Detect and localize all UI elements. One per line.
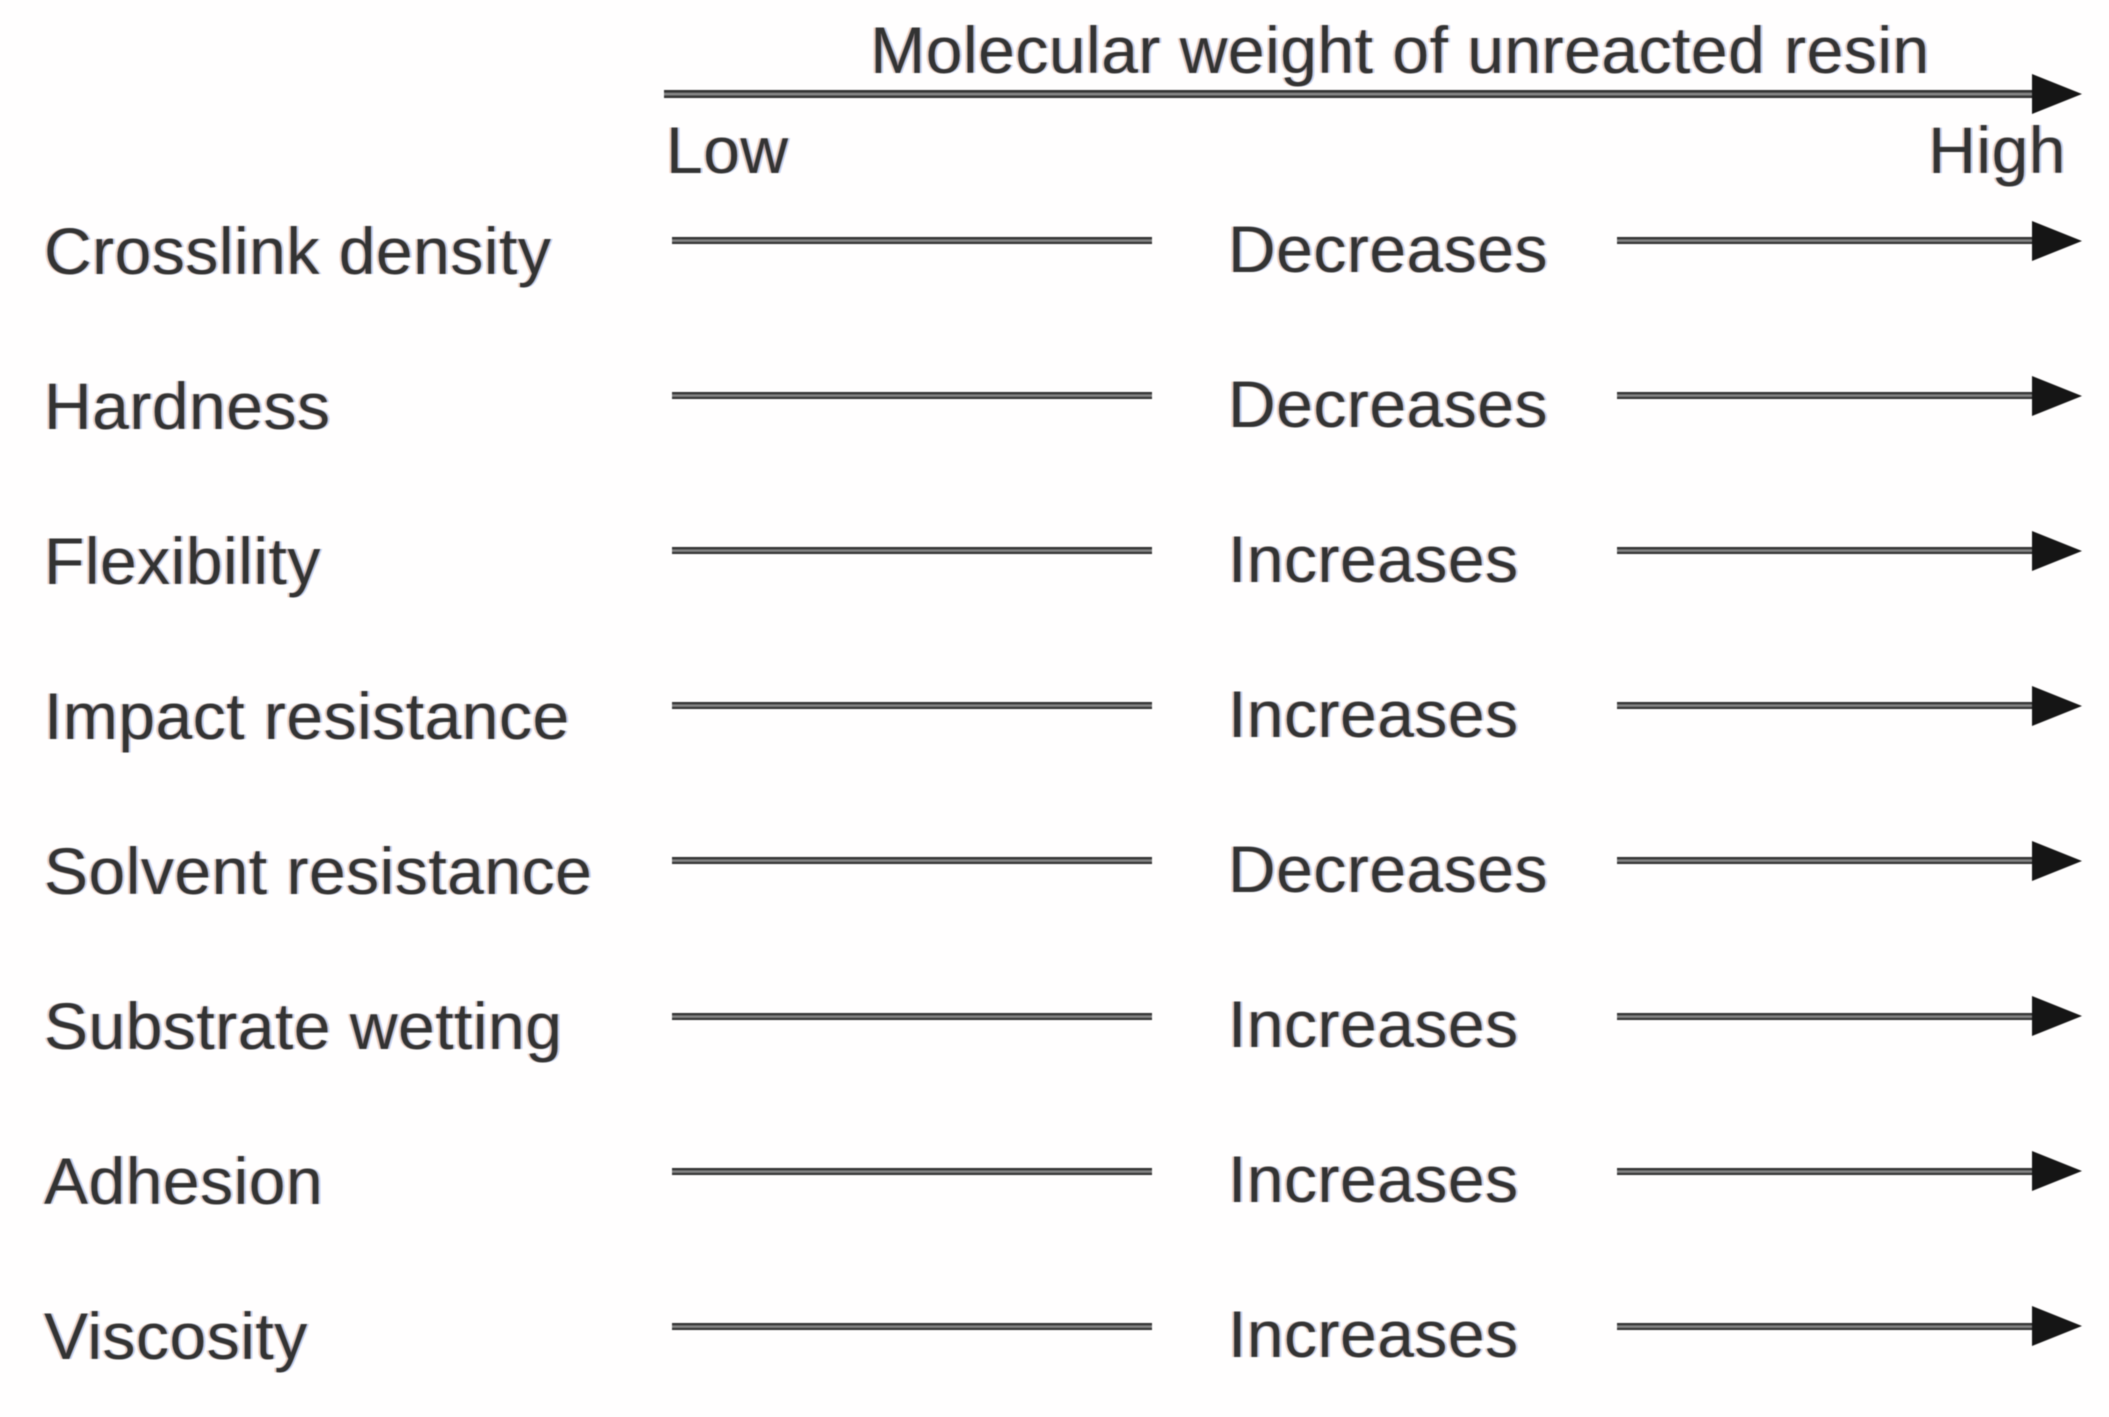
trend-direction-label: Decreases bbox=[1228, 831, 1548, 906]
trend-line-segment bbox=[672, 1012, 1152, 1020]
trend-arrow bbox=[1617, 628, 2082, 783]
property-label: Impact resistance bbox=[44, 678, 570, 753]
arrow-right-icon bbox=[2032, 375, 2082, 416]
trend-arrow bbox=[1617, 1094, 2082, 1249]
trend-arrow-line bbox=[1617, 857, 2032, 865]
row-impact-resistance: Impact resistance Increases bbox=[0, 628, 2109, 783]
property-label: Substrate wetting bbox=[44, 989, 563, 1064]
trend-arrow-line bbox=[1617, 1322, 2032, 1330]
trend-direction-label: Increases bbox=[1228, 676, 1519, 751]
trend-arrow-line bbox=[1617, 702, 2032, 710]
trend-line-segment bbox=[672, 702, 1152, 710]
trend-arrow-line bbox=[1617, 392, 2032, 400]
trend-line-segment bbox=[672, 392, 1152, 400]
property-rows: Crosslink density Decreases Hardness Dec… bbox=[0, 163, 2109, 1404]
trend-direction-label: Increases bbox=[1228, 1142, 1519, 1217]
trend-arrow-line bbox=[1617, 547, 2032, 555]
arrow-right-icon bbox=[2032, 74, 2082, 114]
property-label: Hardness bbox=[44, 368, 331, 443]
trend-direction-label: Increases bbox=[1228, 987, 1519, 1062]
row-hardness: Hardness Decreases bbox=[0, 318, 2109, 473]
trend-line-segment bbox=[672, 237, 1152, 245]
property-label: Flexibility bbox=[44, 523, 321, 598]
axis-line bbox=[664, 90, 2032, 98]
property-label: Adhesion bbox=[44, 1144, 324, 1219]
trend-arrow bbox=[1617, 938, 2082, 1093]
row-flexibility: Flexibility Increases bbox=[0, 473, 2109, 628]
trend-direction-label: Decreases bbox=[1228, 211, 1548, 286]
row-substrate-wetting: Substrate wetting Increases bbox=[0, 938, 2109, 1093]
trend-arrow bbox=[1617, 318, 2082, 473]
trend-arrow-line bbox=[1617, 237, 2032, 245]
property-label: Viscosity bbox=[44, 1299, 308, 1374]
trend-line-segment bbox=[672, 1322, 1152, 1330]
trend-line-segment bbox=[672, 1167, 1152, 1175]
row-viscosity: Viscosity Increases bbox=[0, 1249, 2109, 1404]
row-solvent-resistance: Solvent resistance Decreases bbox=[0, 783, 2109, 938]
trend-direction-label: Increases bbox=[1228, 1297, 1519, 1372]
axis-title: Molecular weight of unreacted resin bbox=[870, 13, 1930, 87]
axis-low-label: Low bbox=[666, 113, 789, 187]
arrow-right-icon bbox=[2032, 220, 2082, 261]
trend-line-segment bbox=[672, 857, 1152, 865]
arrow-right-icon bbox=[2032, 996, 2082, 1037]
trend-arrow bbox=[1617, 1249, 2082, 1404]
arrow-right-icon bbox=[2032, 1306, 2082, 1347]
arrow-right-icon bbox=[2032, 840, 2082, 881]
arrow-right-icon bbox=[2032, 685, 2082, 726]
trend-arrow-line bbox=[1617, 1012, 2032, 1020]
row-adhesion: Adhesion Increases bbox=[0, 1094, 2109, 1249]
property-label: Crosslink density bbox=[44, 213, 552, 288]
property-label: Solvent resistance bbox=[44, 833, 593, 908]
trend-arrow bbox=[1617, 163, 2082, 318]
axis-high-label: High bbox=[1928, 113, 2066, 187]
trend-arrow bbox=[1617, 473, 2082, 628]
row-crosslink-density: Crosslink density Decreases bbox=[0, 163, 2109, 318]
trend-arrow-line bbox=[1617, 1167, 2032, 1175]
arrow-right-icon bbox=[2032, 1151, 2082, 1192]
trend-line-segment bbox=[672, 547, 1152, 555]
trend-direction-label: Decreases bbox=[1228, 366, 1548, 441]
trend-direction-label: Increases bbox=[1228, 521, 1519, 596]
trend-arrow bbox=[1617, 783, 2082, 938]
arrow-right-icon bbox=[2032, 530, 2082, 571]
